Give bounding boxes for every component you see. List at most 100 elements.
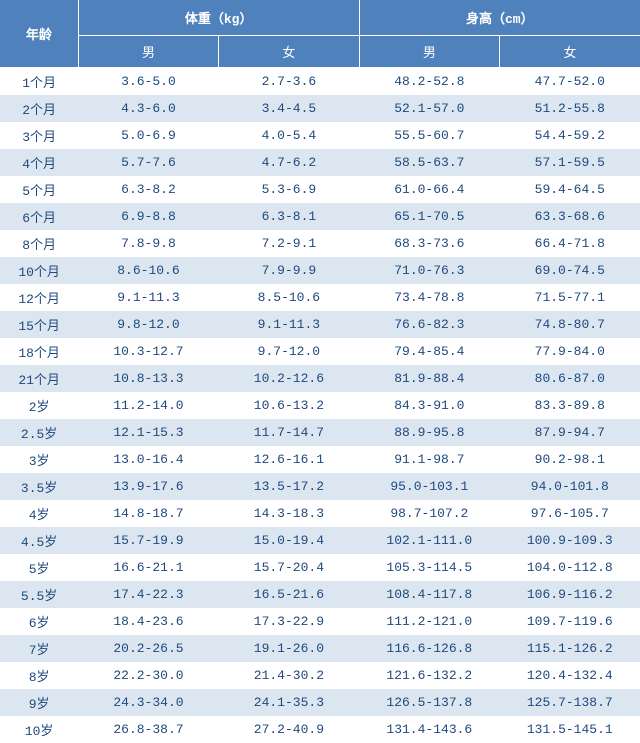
cell-height-male: 111.2-121.0 [359,608,499,635]
cell-weight-female: 13.5-17.2 [219,473,359,500]
cell-weight-female: 12.6-16.1 [219,446,359,473]
cell-height-female: 59.4-64.5 [500,176,640,203]
cell-weight-male: 6.3-8.2 [78,176,218,203]
cell-age: 4岁 [0,500,78,527]
cell-weight-female: 4.0-5.4 [219,122,359,149]
cell-height-male: 61.0-66.4 [359,176,499,203]
table-row: 8个月7.8-9.87.2-9.168.3-73.666.4-71.8 [0,230,640,257]
cell-age: 12个月 [0,284,78,311]
cell-height-male: 102.1-111.0 [359,527,499,554]
cell-height-male: 48.2-52.8 [359,68,499,96]
cell-height-female: 120.4-132.4 [500,662,640,689]
table-row: 2个月4.3-6.03.4-4.552.1-57.051.2-55.8 [0,95,640,122]
cell-height-female: 109.7-119.6 [500,608,640,635]
cell-height-female: 57.1-59.5 [500,149,640,176]
cell-height-female: 77.9-84.0 [500,338,640,365]
cell-age: 8岁 [0,662,78,689]
table-row: 15个月9.8-12.09.1-11.376.6-82.374.8-80.7 [0,311,640,338]
cell-height-female: 100.9-109.3 [500,527,640,554]
cell-height-male: 84.3-91.0 [359,392,499,419]
cell-height-female: 106.9-116.2 [500,581,640,608]
table-row: 3.5岁13.9-17.613.5-17.295.0-103.194.0-101… [0,473,640,500]
cell-weight-male: 3.6-5.0 [78,68,218,96]
cell-age: 8个月 [0,230,78,257]
cell-age: 4个月 [0,149,78,176]
table-row: 4岁14.8-18.714.3-18.398.7-107.297.6-105.7 [0,500,640,527]
header-age: 年龄 [0,0,78,68]
cell-height-male: 58.5-63.7 [359,149,499,176]
cell-height-male: 55.5-60.7 [359,122,499,149]
cell-height-male: 79.4-85.4 [359,338,499,365]
cell-weight-male: 10.3-12.7 [78,338,218,365]
cell-height-female: 125.7-138.7 [500,689,640,716]
cell-weight-male: 20.2-26.5 [78,635,218,662]
cell-age: 5个月 [0,176,78,203]
cell-height-female: 47.7-52.0 [500,68,640,96]
table-row: 5.5岁17.4-22.316.5-21.6108.4-117.8106.9-1… [0,581,640,608]
cell-weight-male: 9.8-12.0 [78,311,218,338]
table-row: 6岁18.4-23.617.3-22.9111.2-121.0109.7-119… [0,608,640,635]
cell-height-female: 90.2-98.1 [500,446,640,473]
cell-height-male: 71.0-76.3 [359,257,499,284]
cell-age: 2岁 [0,392,78,419]
cell-height-female: 71.5-77.1 [500,284,640,311]
cell-weight-male: 15.7-19.9 [78,527,218,554]
cell-age: 9岁 [0,689,78,716]
cell-weight-male: 8.6-10.6 [78,257,218,284]
cell-height-male: 88.9-95.8 [359,419,499,446]
cell-weight-female: 9.7-12.0 [219,338,359,365]
cell-weight-male: 4.3-6.0 [78,95,218,122]
table-row: 6个月6.9-8.86.3-8.165.1-70.563.3-68.6 [0,203,640,230]
cell-age: 6个月 [0,203,78,230]
cell-age: 6岁 [0,608,78,635]
table-row: 4个月5.7-7.64.7-6.258.5-63.757.1-59.5 [0,149,640,176]
cell-height-male: 126.5-137.8 [359,689,499,716]
cell-height-male: 52.1-57.0 [359,95,499,122]
cell-weight-male: 9.1-11.3 [78,284,218,311]
cell-weight-male: 22.2-30.0 [78,662,218,689]
cell-height-male: 68.3-73.6 [359,230,499,257]
cell-weight-female: 7.9-9.9 [219,257,359,284]
cell-weight-male: 13.9-17.6 [78,473,218,500]
cell-height-male: 116.6-126.8 [359,635,499,662]
cell-height-male: 65.1-70.5 [359,203,499,230]
cell-height-female: 51.2-55.8 [500,95,640,122]
cell-weight-female: 4.7-6.2 [219,149,359,176]
cell-height-female: 83.3-89.8 [500,392,640,419]
table-row: 5岁16.6-21.115.7-20.4105.3-114.5104.0-112… [0,554,640,581]
header-weight-female: 女 [219,36,359,68]
cell-height-male: 131.4-143.6 [359,716,499,743]
header-weight: 体重（kg） [78,0,359,36]
cell-weight-male: 24.3-34.0 [78,689,218,716]
cell-age: 15个月 [0,311,78,338]
cell-weight-male: 7.8-9.8 [78,230,218,257]
table-row: 7岁20.2-26.519.1-26.0116.6-126.8115.1-126… [0,635,640,662]
cell-weight-female: 14.3-18.3 [219,500,359,527]
cell-height-male: 73.4-78.8 [359,284,499,311]
cell-weight-male: 16.6-21.1 [78,554,218,581]
cell-age: 7岁 [0,635,78,662]
cell-height-male: 95.0-103.1 [359,473,499,500]
cell-weight-female: 16.5-21.6 [219,581,359,608]
table-header: 年龄 体重（kg） 身高（cm） 男 女 男 女 [0,0,640,68]
table-row: 12个月9.1-11.38.5-10.673.4-78.871.5-77.1 [0,284,640,311]
cell-weight-female: 8.5-10.6 [219,284,359,311]
cell-weight-male: 13.0-16.4 [78,446,218,473]
table-row: 18个月10.3-12.79.7-12.079.4-85.477.9-84.0 [0,338,640,365]
header-height-female: 女 [500,36,640,68]
cell-weight-female: 6.3-8.1 [219,203,359,230]
cell-weight-female: 7.2-9.1 [219,230,359,257]
cell-age: 3个月 [0,122,78,149]
cell-weight-female: 21.4-30.2 [219,662,359,689]
cell-age: 1个月 [0,68,78,96]
cell-weight-female: 3.4-4.5 [219,95,359,122]
cell-age: 3.5岁 [0,473,78,500]
cell-weight-female: 10.2-12.6 [219,365,359,392]
header-height: 身高（cm） [359,0,640,36]
cell-age: 2个月 [0,95,78,122]
cell-height-female: 54.4-59.2 [500,122,640,149]
cell-weight-male: 17.4-22.3 [78,581,218,608]
cell-height-female: 97.6-105.7 [500,500,640,527]
table-row: 8岁22.2-30.021.4-30.2121.6-132.2120.4-132… [0,662,640,689]
cell-height-female: 87.9-94.7 [500,419,640,446]
